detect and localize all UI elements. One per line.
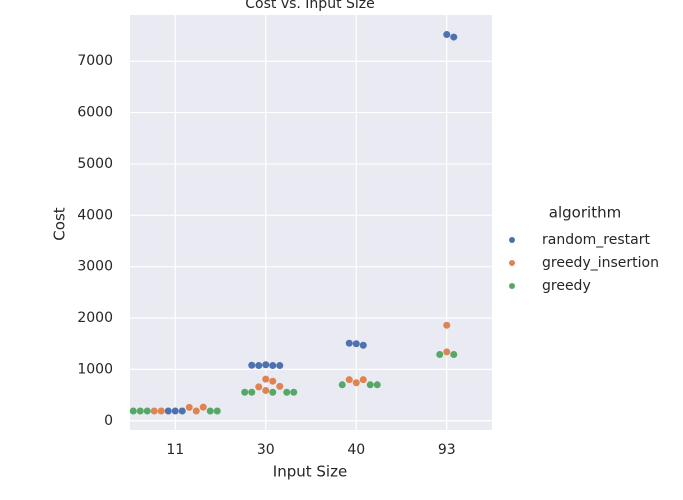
data-point: [283, 388, 291, 396]
data-point: [164, 407, 172, 415]
legend-marker: [509, 283, 515, 289]
data-point: [269, 377, 277, 385]
y-tick-label: 2000: [77, 310, 113, 326]
y-axis-label: Cost: [51, 207, 69, 240]
data-point: [345, 339, 353, 347]
chart-title: Cost vs. Input Size: [245, 0, 375, 12]
data-point: [255, 362, 263, 370]
y-tick-label: 7000: [77, 53, 113, 69]
data-point: [262, 361, 270, 369]
data-point: [436, 350, 444, 358]
legend-marker: [509, 237, 515, 243]
data-point: [248, 388, 256, 396]
data-point: [269, 362, 277, 370]
data-point: [373, 381, 381, 389]
data-point: [171, 407, 179, 415]
data-point: [262, 386, 270, 394]
data-point: [443, 31, 451, 39]
legend-label: greedy: [542, 278, 591, 294]
data-point: [352, 379, 360, 387]
data-point: [199, 403, 207, 411]
data-point: [262, 375, 270, 383]
y-tick-label: 6000: [77, 105, 113, 121]
data-point: [213, 407, 221, 415]
data-point: [255, 383, 263, 391]
legend-marker: [509, 260, 515, 266]
data-point: [352, 340, 360, 348]
data-point: [178, 407, 186, 415]
data-point: [276, 382, 284, 390]
x-tick-label: 11: [166, 442, 184, 458]
data-point: [269, 388, 277, 396]
data-point: [129, 407, 137, 415]
x-axis-label: Input Size: [273, 463, 347, 481]
data-point: [192, 407, 200, 415]
data-point: [366, 381, 374, 389]
data-point: [206, 407, 214, 415]
legend-label: random_restart: [542, 232, 650, 248]
x-tick-label: 93: [438, 442, 456, 458]
data-point: [276, 362, 284, 370]
data-point: [345, 376, 353, 384]
data-point: [290, 388, 298, 396]
data-point: [143, 407, 151, 415]
plot-area: [130, 15, 492, 430]
data-point: [443, 348, 451, 356]
legend-label: greedy_insertion: [542, 255, 659, 271]
data-point: [450, 33, 458, 41]
y-tick-label: 5000: [77, 156, 113, 172]
y-tick-label: 0: [104, 413, 113, 429]
data-point: [157, 407, 165, 415]
data-point: [338, 381, 346, 389]
legend-title: algorithm: [549, 204, 621, 222]
data-point: [241, 388, 249, 396]
y-tick-label: 4000: [77, 207, 113, 223]
data-point: [150, 407, 158, 415]
x-tick-label: 40: [347, 442, 365, 458]
data-point: [359, 341, 367, 349]
y-tick-label: 1000: [77, 361, 113, 377]
data-point: [450, 350, 458, 358]
data-point: [185, 403, 193, 411]
x-tick-label: 30: [257, 442, 275, 458]
data-point: [136, 407, 144, 415]
data-point: [443, 321, 451, 329]
data-point: [359, 376, 367, 384]
data-point: [248, 361, 256, 369]
y-tick-label: 3000: [77, 259, 113, 275]
